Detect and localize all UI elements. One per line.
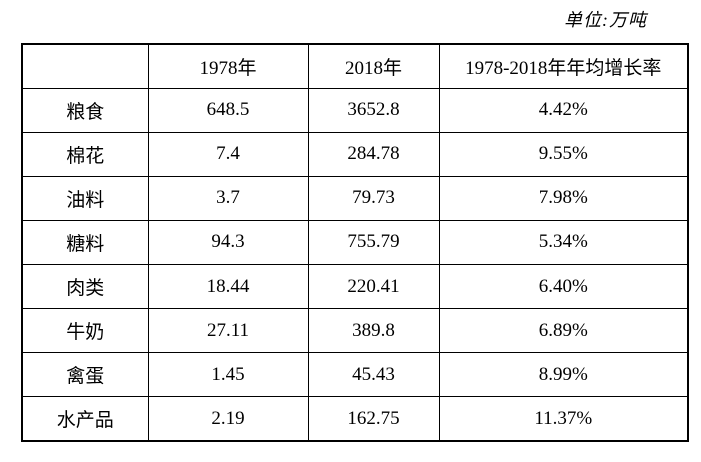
cell-1978: 7.4 (147, 131, 309, 177)
cell-2018: 389.8 (307, 308, 440, 354)
table-row: 牛奶 27.11 389.8 6.89% (21, 308, 689, 354)
header-row: 1978年 2018年 1978-2018年年均增长率 (21, 43, 689, 89)
cell-1978: 648.5 (147, 87, 309, 133)
row-label: 水产品 (21, 396, 149, 442)
table-row: 肉类 18.44 220.41 6.40% (21, 264, 689, 310)
column-header-growth: 1978-2018年年均增长率 (438, 43, 689, 89)
cell-growth: 9.55% (438, 131, 689, 177)
row-label: 粮食 (21, 87, 149, 133)
cell-1978: 1.45 (147, 352, 309, 398)
cell-1978: 3.7 (147, 175, 309, 221)
table-row: 禽蛋 1.45 45.43 8.99% (21, 352, 689, 398)
column-header-blank (21, 43, 149, 89)
table-row: 棉花 7.4 284.78 9.55% (21, 131, 689, 177)
cell-growth: 5.34% (438, 219, 689, 266)
cell-2018: 755.79 (307, 219, 440, 266)
cell-growth: 7.98% (438, 175, 689, 221)
cell-growth: 6.40% (438, 264, 689, 310)
table-row: 油料 3.7 79.73 7.98% (21, 175, 689, 221)
cell-2018: 162.75 (307, 396, 440, 442)
cell-1978: 94.3 (147, 219, 309, 266)
cell-2018: 45.43 (307, 352, 440, 398)
row-label: 禽蛋 (21, 352, 149, 398)
cell-2018: 220.41 (307, 264, 440, 310)
row-label: 棉花 (21, 131, 149, 177)
row-label: 油料 (21, 175, 149, 221)
cell-2018: 3652.8 (307, 87, 440, 133)
table-row: 粮食 648.5 3652.8 4.42% (21, 87, 689, 133)
row-label: 肉类 (21, 264, 149, 310)
cell-growth: 4.42% (438, 87, 689, 133)
table-row: 糖料 94.3 755.79 5.34% (21, 219, 689, 266)
row-label: 糖料 (21, 219, 149, 266)
data-table: 1978年 2018年 1978-2018年年均增长率 粮食 648.5 365… (21, 43, 689, 442)
column-header-2018: 2018年 (307, 43, 440, 89)
unit-label: 单位:万吨 (564, 10, 647, 30)
cell-2018: 284.78 (307, 131, 440, 177)
cell-1978: 18.44 (147, 264, 309, 310)
row-label: 牛奶 (21, 308, 149, 354)
cell-growth: 11.37% (438, 396, 689, 442)
cell-growth: 6.89% (438, 308, 689, 354)
column-header-1978: 1978年 (147, 43, 309, 89)
cell-2018: 79.73 (307, 175, 440, 221)
table-row: 水产品 2.19 162.75 11.37% (21, 396, 689, 442)
cell-growth: 8.99% (438, 352, 689, 398)
cell-1978: 2.19 (147, 396, 309, 442)
cell-1978: 27.11 (147, 308, 309, 354)
